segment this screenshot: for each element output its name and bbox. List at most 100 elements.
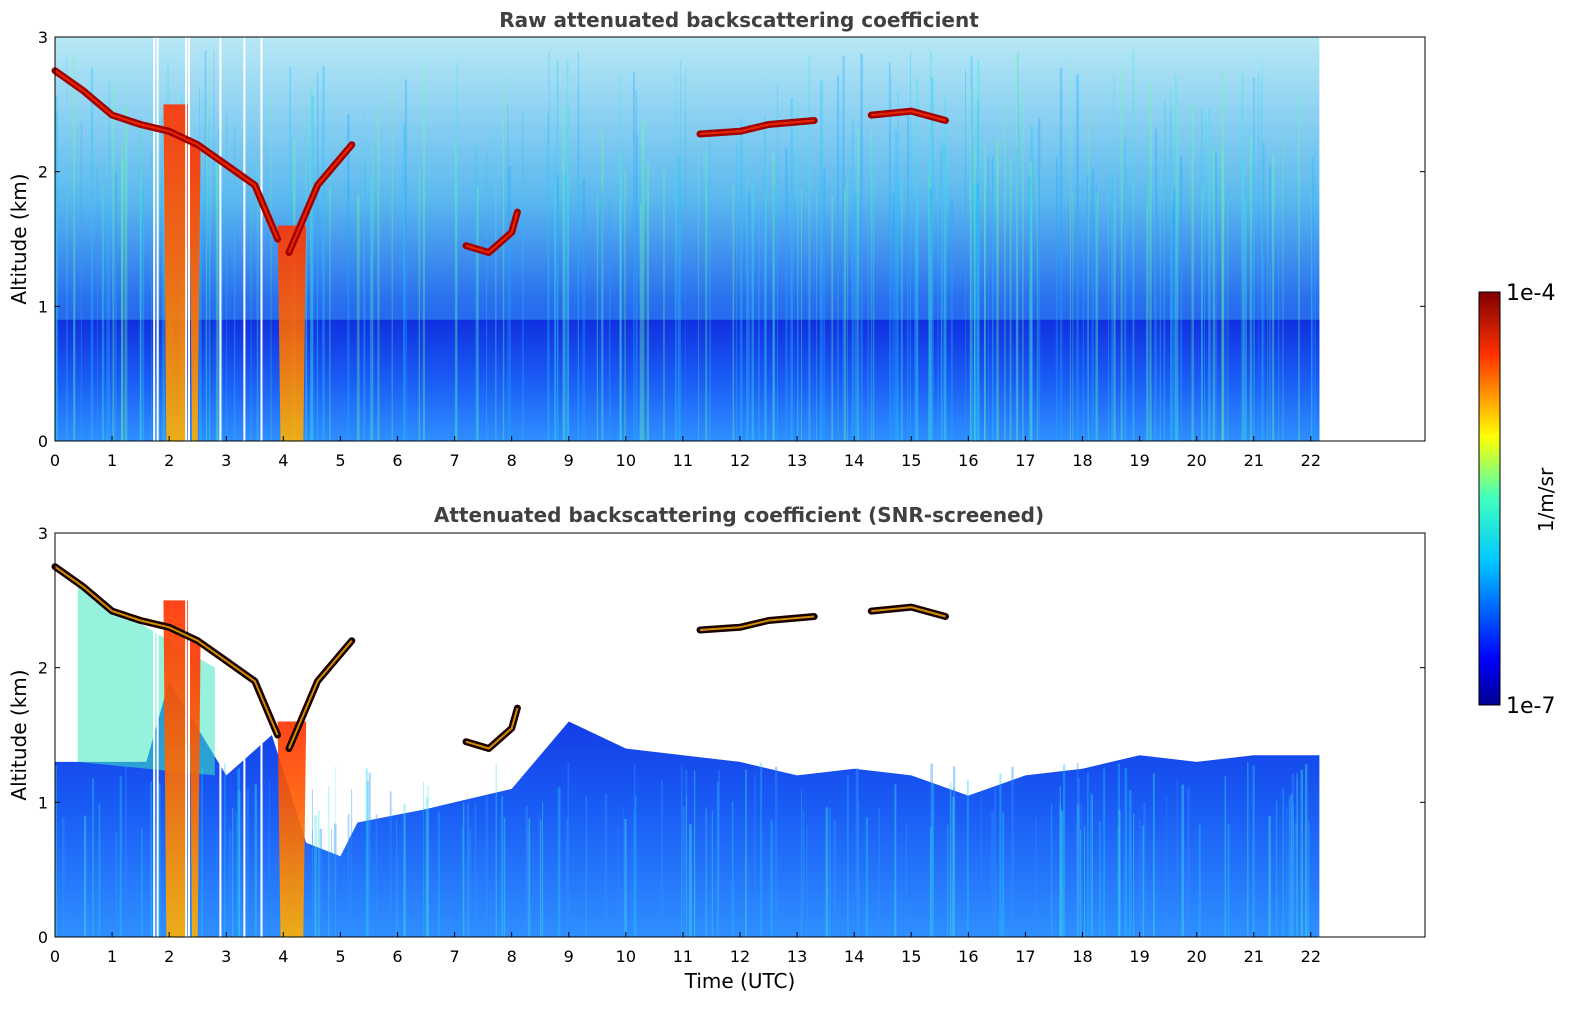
signal-streak (236, 768, 240, 937)
signal-streak (1227, 199, 1229, 441)
signal-streak (246, 788, 250, 937)
signal-streak (1271, 153, 1275, 441)
signal-streak (897, 92, 899, 441)
signal-streak (364, 162, 366, 442)
signal-streak (820, 80, 823, 441)
x-tick-label: 20 (1186, 451, 1206, 470)
signal-streak (1103, 768, 1106, 937)
signal-streak (1017, 52, 1019, 442)
signal-streak (1170, 87, 1172, 441)
x-tick-label: 18 (1072, 947, 1092, 966)
signal-streak (73, 192, 76, 441)
signal-streak (142, 187, 145, 441)
signal-streak (1290, 793, 1293, 937)
signal-streak (90, 67, 94, 441)
signal-streak (636, 134, 638, 441)
signal-streak (101, 186, 105, 441)
signal-streak (740, 118, 743, 442)
signal-streak (596, 196, 599, 441)
signal-streak (476, 187, 479, 441)
signal-streak (542, 801, 544, 937)
signal-streak (764, 168, 767, 442)
signal-streak (1117, 828, 1119, 937)
signal-streak (1275, 800, 1278, 937)
signal-streak (847, 775, 849, 937)
signal-streak (557, 787, 561, 937)
cloud-layer-edge (699, 119, 815, 135)
heatmap-image (51, 37, 1320, 442)
signal-streak (976, 182, 980, 442)
signal-streak (554, 181, 557, 441)
data-gap (153, 533, 156, 937)
signal-streak (619, 153, 621, 441)
signal-streak (872, 135, 875, 441)
plume (163, 104, 190, 441)
signal-streak (865, 817, 869, 937)
cloud-layer-edge (465, 211, 519, 254)
signal-streak (661, 780, 664, 937)
signal-streak (1212, 149, 1215, 441)
signal-streak (201, 767, 203, 937)
signal-streak (969, 87, 972, 441)
x-tick-label: 17 (1015, 947, 1035, 966)
x-tick-label: 5 (335, 947, 345, 966)
signal-streak (953, 766, 956, 937)
colorbar-gradient (1478, 291, 1501, 706)
signal-streak (953, 786, 955, 937)
signal-streak (422, 63, 425, 441)
signal-streak (199, 87, 201, 442)
signal-streak (890, 77, 892, 441)
cloud-layer-edge (871, 606, 946, 618)
x-tick-label: 19 (1129, 947, 1149, 966)
signal-streak (1154, 170, 1156, 441)
signal-streak (577, 87, 579, 441)
heatmap-image (51, 533, 1320, 937)
signal-streak (1028, 176, 1031, 441)
signal-streak (438, 811, 440, 937)
signal-streak (732, 186, 735, 441)
signal-streak (632, 71, 635, 441)
signal-streak (237, 790, 241, 937)
signal-streak (55, 95, 58, 441)
signal-streak (73, 50, 76, 442)
signal-streak (554, 142, 556, 442)
x-tick-label: 13 (787, 451, 807, 470)
x-tick-label: 6 (392, 451, 402, 470)
signal-streak (1222, 151, 1225, 441)
signal-streak (233, 125, 236, 441)
x-tick-label: 8 (507, 451, 517, 470)
signal-streak (987, 157, 990, 441)
signal-streak (686, 794, 687, 937)
signal-streak (914, 197, 917, 441)
signal-streak (528, 818, 531, 937)
x-tick-label: 17 (1015, 451, 1035, 470)
signal-streak (1244, 199, 1247, 441)
signal-streak (941, 118, 943, 441)
signal-streak (931, 810, 933, 937)
signal-streak (1120, 68, 1123, 441)
x-tick-label: 6 (392, 947, 402, 966)
signal-streak (377, 105, 380, 442)
signal-streak (1286, 806, 1288, 937)
data-gap (188, 37, 191, 441)
signal-streak (454, 140, 457, 441)
signal-streak (1118, 809, 1121, 937)
signal-streak (1082, 191, 1084, 441)
signal-streak (254, 784, 257, 937)
signal-streak (966, 780, 969, 937)
signal-streak (1091, 169, 1094, 441)
signal-streak (1095, 192, 1099, 441)
signal-streak (556, 175, 559, 441)
signal-streak (940, 146, 943, 441)
signal-streak (365, 768, 368, 937)
signal-streak (125, 766, 127, 937)
panel-title: Attenuated backscattering coefficient (S… (434, 503, 1044, 527)
signal-streak (115, 831, 118, 937)
signal-streak (224, 763, 226, 937)
signal-streak (1077, 777, 1080, 937)
signal-streak (1133, 813, 1135, 937)
signal-streak (525, 806, 529, 937)
signal-streak (404, 79, 407, 442)
signal-streak (1059, 803, 1061, 937)
